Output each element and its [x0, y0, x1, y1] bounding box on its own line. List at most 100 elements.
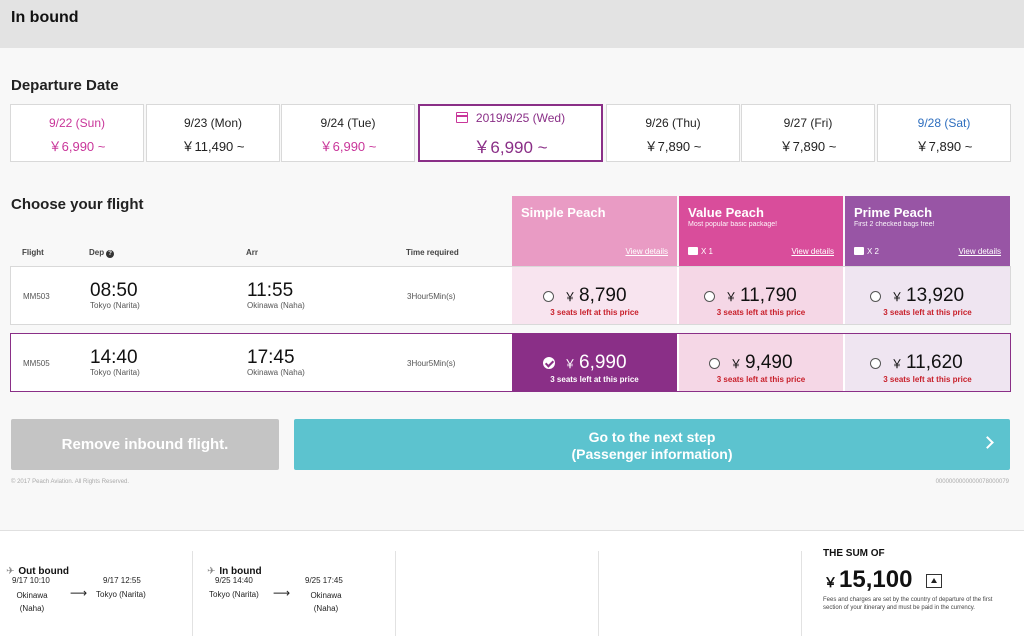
- radio-button[interactable]: [870, 291, 881, 302]
- plane-icon: ✈: [207, 566, 216, 577]
- calendar-icon: [455, 112, 468, 123]
- fare-option-simple-selected[interactable]: ￥ 6,990 3 seats left at this price: [512, 334, 677, 391]
- dep-place: Tokyo (Narita): [90, 368, 140, 377]
- date-label: 9/24 (Tue): [320, 116, 376, 130]
- page-header: In bound: [0, 0, 1024, 48]
- arr-time: 17:45: [247, 347, 295, 368]
- plane-icon: ✈: [6, 566, 15, 577]
- view-details-link[interactable]: View details: [958, 247, 1001, 256]
- fare-subtitle: First 2 checked bags free!: [854, 221, 935, 228]
- fare-price: 11,620: [906, 352, 963, 373]
- fare-price: 11,790: [740, 285, 797, 306]
- outbound-arr-place: Tokyo (Narita): [96, 590, 146, 599]
- arrow-right-icon: ⟶: [70, 586, 88, 600]
- outbound-dep-time: 9/17 10:10: [12, 576, 50, 585]
- flight-number: MM503: [23, 292, 50, 301]
- arr-time: 11:55: [247, 280, 294, 301]
- divider: [801, 551, 802, 636]
- choose-flight-title: Choose your flight: [11, 196, 144, 213]
- fare-header-value: Value Peach Most popular basic package! …: [679, 196, 843, 266]
- date-option[interactable]: 9/24 (Tue) ￥6,990 ~: [281, 104, 415, 162]
- date-option[interactable]: 9/22 (Sun) ￥6,990 ~: [10, 104, 144, 162]
- bag-icon: [688, 247, 698, 255]
- view-details-link[interactable]: View details: [625, 247, 668, 256]
- next-step-sublabel: (Passenger information): [571, 446, 733, 462]
- divider: [192, 551, 193, 636]
- fare-price: 6,990: [579, 352, 627, 373]
- fare-option-value[interactable]: ￥ 9,490 3 seats left at this price: [679, 334, 843, 391]
- fare-name: Value Peach: [688, 205, 764, 220]
- dep-time: 14:40: [90, 347, 138, 368]
- fare-price: 8,790: [579, 285, 627, 306]
- fare-subtitle: Most popular basic package!: [688, 221, 778, 228]
- bag-icon: [854, 247, 864, 255]
- departure-date-title: Departure Date: [11, 77, 119, 94]
- radio-button[interactable]: [543, 291, 554, 302]
- date-option-selected[interactable]: 2019/9/25 (Wed) ￥6,990 ~: [418, 104, 603, 162]
- flight-row: MM503 08:50 Tokyo (Narita) 11:55 Okinawa…: [10, 266, 1011, 325]
- seats-left: 3 seats left at this price: [883, 308, 972, 317]
- seats-left: 3 seats left at this price: [550, 375, 639, 384]
- inbound-label: In bound: [219, 566, 262, 577]
- flight-row-selected: MM505 14:40 Tokyo (Narita) 17:45 Okinawa…: [10, 333, 1011, 392]
- yen-sign: ￥: [891, 290, 904, 304]
- date-label: 9/23 (Mon): [183, 116, 243, 130]
- remove-inbound-button[interactable]: Remove inbound flight.: [11, 419, 279, 470]
- fare-price: 9,490: [745, 352, 793, 373]
- fare-header-prime: Prime Peach First 2 checked bags free! X…: [845, 196, 1010, 266]
- fare-option-value[interactable]: ￥ 11,790 3 seats left at this price: [679, 267, 843, 324]
- date-price: ￥7,890 ~: [779, 139, 837, 154]
- copyright: © 2017 Peach Aviation. All Rights Reserv…: [11, 479, 130, 485]
- inbound-dep-time: 9/25 14:40: [215, 576, 253, 585]
- date-label: 9/27 (Fri): [783, 116, 833, 130]
- date-price: ￥6,990 ~: [48, 139, 106, 154]
- radio-button[interactable]: [704, 291, 715, 302]
- col-time-required: Time required: [406, 248, 459, 257]
- radio-button[interactable]: [709, 358, 720, 369]
- info-icon[interactable]: ?: [106, 250, 115, 258]
- yen-sign: ￥: [725, 290, 738, 304]
- col-arr: Arr: [246, 248, 259, 257]
- currency-note: Fees and charges are set by the country …: [823, 597, 993, 611]
- dep-place: Tokyo (Narita): [90, 301, 140, 310]
- next-step-button[interactable]: Go to the next step (Passenger informati…: [294, 419, 1010, 470]
- arr-place: Okinawa (Naha): [247, 368, 305, 377]
- inbound-arr-time: 9/25 17:45: [305, 576, 343, 585]
- yen-sign: ￥: [891, 357, 904, 371]
- page-title: In bound: [11, 9, 79, 26]
- fare-option-prime[interactable]: ￥ 11,620 3 seats left at this price: [845, 334, 1010, 391]
- divider: [598, 551, 599, 636]
- date-price: ￥7,890 ~: [915, 139, 973, 154]
- next-step-label: Go to the next step: [588, 429, 716, 445]
- arr-place: Okinawa (Naha): [247, 301, 305, 310]
- flight-number: MM505: [23, 359, 50, 368]
- bag-count: X 2: [867, 247, 880, 256]
- duration: 3Hour5Min(s): [407, 359, 456, 368]
- date-label: 9/22 (Sun): [48, 116, 106, 130]
- yen-sign: ￥: [564, 357, 577, 371]
- date-option[interactable]: 9/28 (Sat) ￥7,890 ~: [877, 104, 1011, 162]
- divider: [395, 551, 396, 636]
- date-option[interactable]: 9/23 (Mon) ￥11,490 ~: [146, 104, 280, 162]
- seats-left: 3 seats left at this price: [716, 375, 806, 384]
- date-selector: 9/22 (Sun) ￥6,990 ~ 9/23 (Mon) ￥11,490 ~…: [10, 104, 1011, 162]
- itinerary-summary: ✈ Out bound 9/17 10:10 Okinawa (Naha) ⟶ 9…: [0, 530, 1024, 636]
- yen-sign: ￥: [564, 290, 577, 304]
- sum-label: THE SUM OF: [823, 548, 885, 559]
- fare-option-simple[interactable]: ￥ 8,790 3 seats left at this price: [512, 267, 677, 324]
- sum-value: 15,100: [839, 566, 913, 593]
- date-price: ￥6,990 ~: [319, 139, 377, 154]
- date-label: 9/26 (Thu): [645, 116, 701, 130]
- yen-sign: ￥: [824, 575, 838, 590]
- chevron-up-icon[interactable]: [926, 574, 942, 588]
- page-code: 0000000000000078000079: [935, 479, 1009, 485]
- check-icon[interactable]: [543, 357, 555, 369]
- radio-button[interactable]: [870, 358, 881, 369]
- date-option[interactable]: 9/26 (Thu) ￥7,890 ~: [606, 104, 740, 162]
- outbound-dep-place: Okinawa (Naha): [16, 591, 48, 613]
- yen-sign: ￥: [730, 357, 743, 371]
- fare-option-prime[interactable]: ￥ 13,920 3 seats left at this price: [845, 267, 1010, 324]
- dep-time: 08:50: [90, 280, 138, 301]
- view-details-link[interactable]: View details: [791, 247, 834, 256]
- date-option[interactable]: 9/27 (Fri) ￥7,890 ~: [741, 104, 875, 162]
